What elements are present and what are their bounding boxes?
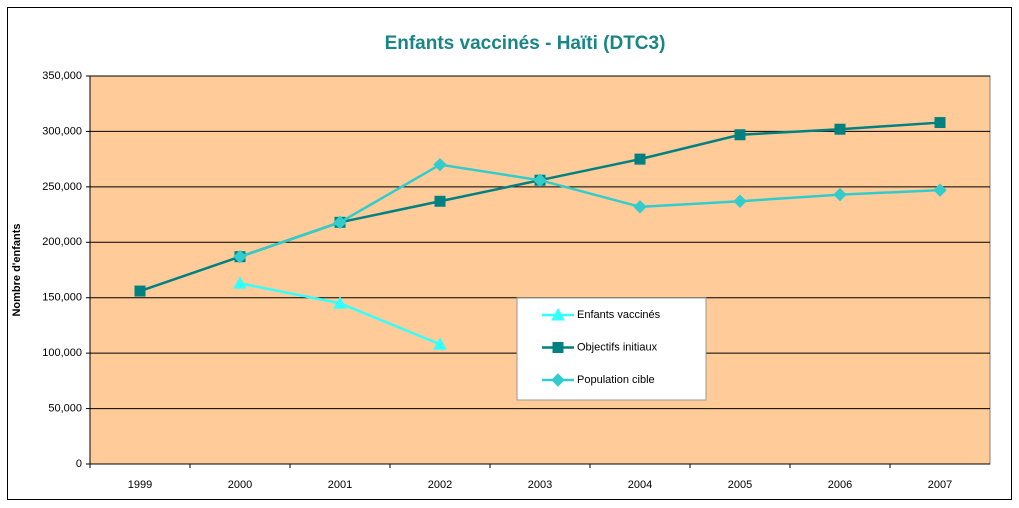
y-tick-label: 250,000 — [42, 181, 82, 193]
series-marker — [734, 129, 746, 141]
legend-label: Enfants vaccinés — [577, 309, 661, 321]
chart-title: Enfants vaccinés - Haïti (DTC3) — [385, 33, 666, 54]
legend-marker — [551, 307, 565, 321]
x-tick-label: 2007 — [928, 479, 952, 491]
series-marker — [834, 123, 846, 135]
series-marker — [833, 187, 847, 202]
series-line — [239, 163, 941, 258]
y-tick-label: 300,000 — [42, 125, 82, 137]
x-tick-label: 2004 — [628, 479, 652, 491]
series-marker — [333, 296, 347, 309]
y-tick-label: 350,000 — [42, 70, 82, 82]
x-tick-label: 2000 — [228, 479, 252, 491]
y-tick-label: 150,000 — [42, 292, 82, 304]
series-marker — [533, 173, 547, 187]
series-marker — [233, 249, 247, 264]
x-tick-label: 2005 — [728, 479, 752, 491]
series-marker — [134, 285, 146, 297]
series-marker — [433, 337, 447, 350]
x-tick-label: 2003 — [528, 479, 552, 491]
y-tick-label: 200,000 — [42, 236, 82, 248]
series-marker — [633, 200, 647, 214]
x-tick-label: 2001 — [328, 479, 352, 491]
legend-label: Objectifs initiaux — [577, 341, 658, 353]
series-marker — [434, 195, 446, 207]
series-marker — [733, 194, 747, 208]
y-tick-label: 50,000 — [48, 402, 82, 414]
series-marker — [634, 153, 646, 165]
legend-marker — [552, 342, 564, 353]
x-tick-label: 2006 — [828, 479, 852, 491]
series-marker — [933, 183, 947, 197]
series-marker — [333, 215, 347, 230]
x-tick-label: 1999 — [128, 479, 152, 491]
series-marker — [233, 276, 247, 289]
legend-label: Population cible — [577, 374, 655, 386]
plot-area — [89, 75, 991, 465]
y-tick-label: 100,000 — [42, 347, 82, 359]
y-axis-label: Nombre d'enfants — [11, 223, 23, 316]
series-marker — [934, 117, 946, 129]
legend-marker — [551, 373, 565, 387]
y-tick-label: 0 — [76, 458, 82, 470]
series-marker — [433, 157, 447, 172]
x-tick-label: 2002 — [428, 479, 452, 491]
